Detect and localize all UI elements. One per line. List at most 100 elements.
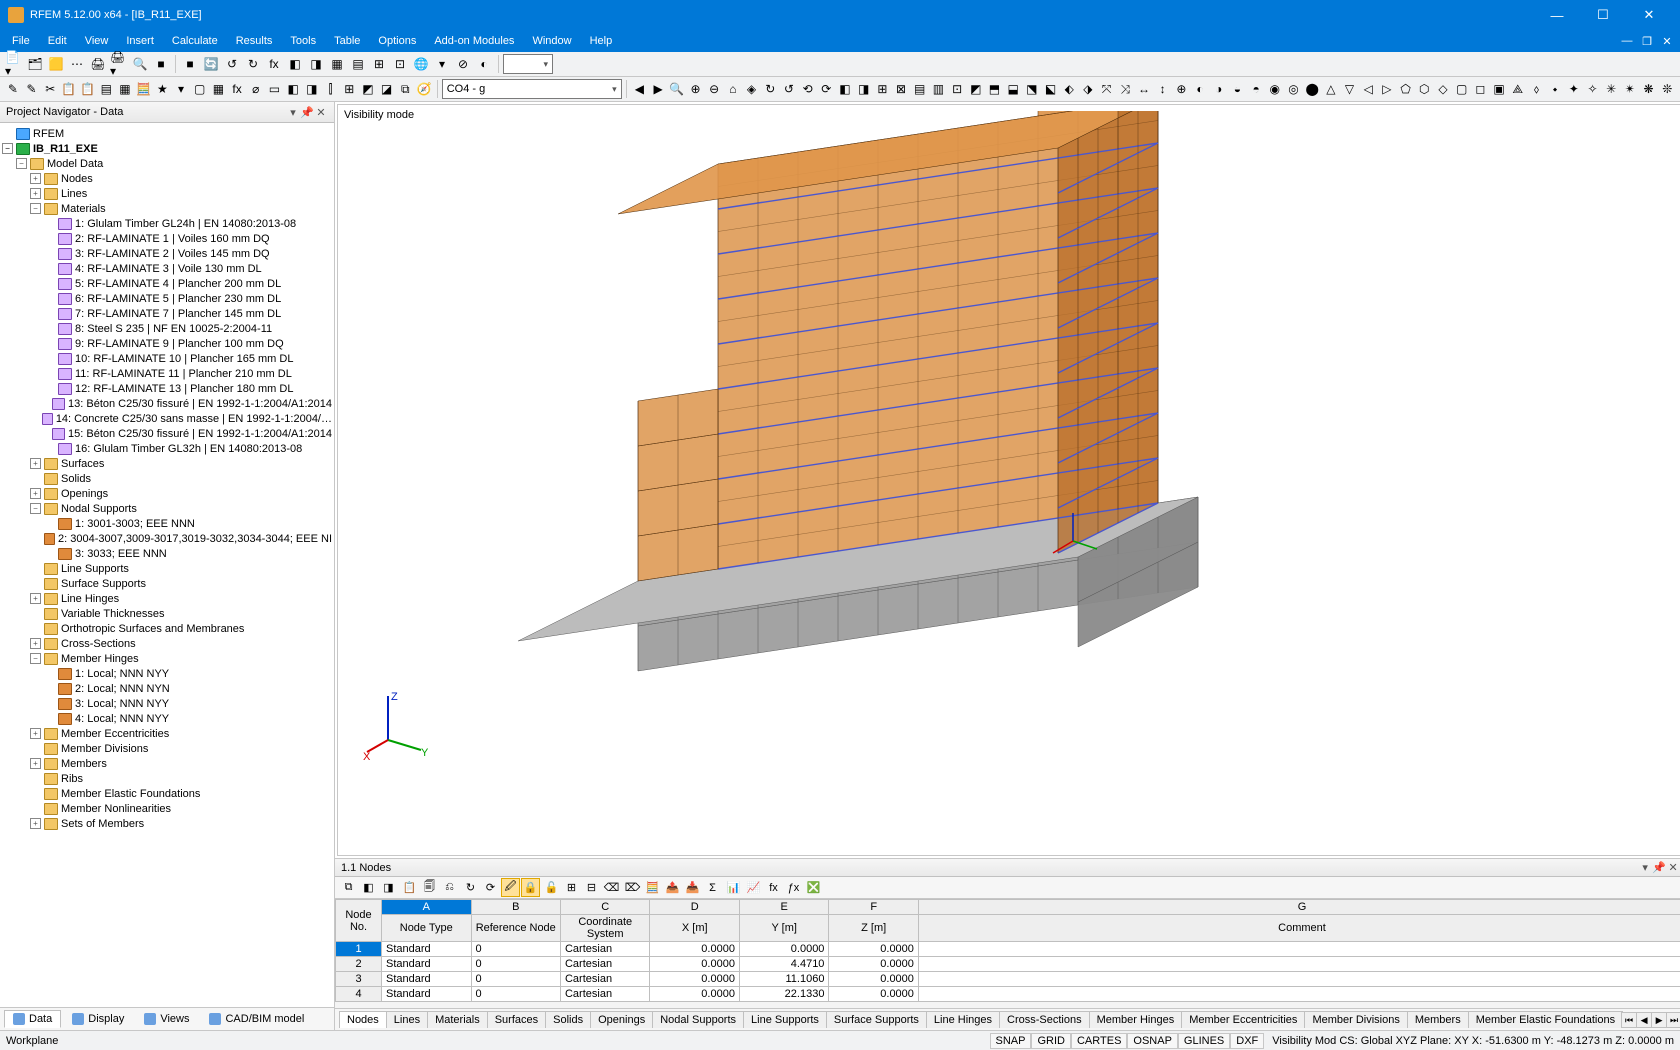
tb2l-btn-9[interactable]: ▾: [172, 79, 190, 99]
status-toggle-dxf[interactable]: DXF: [1230, 1033, 1264, 1049]
tb2l-btn-19[interactable]: ◩: [359, 79, 377, 99]
navigator-pin-icon[interactable]: 📌: [300, 106, 314, 119]
nav-tab-cad-bim-model[interactable]: CAD/BIM model: [200, 1010, 313, 1028]
tb1-btn-2[interactable]: 🟨: [46, 54, 66, 74]
tree-mem-hinge-2[interactable]: 2: Local; NNN NYN: [2, 681, 332, 696]
tb2r-btn-38[interactable]: ▽: [1341, 79, 1359, 99]
tb2r-btn-3[interactable]: ⊕: [687, 79, 705, 99]
tree-mem-ecc[interactable]: +Member Eccentricities: [2, 726, 332, 741]
tree-material-11[interactable]: 11: RF-LAMINATE 11 | Plancher 210 mm DL: [2, 366, 332, 381]
nav-tab-display[interactable]: Display: [63, 1010, 133, 1028]
tb2r-btn-19[interactable]: ⬒: [986, 79, 1004, 99]
tb2l-btn-12[interactable]: fx: [228, 79, 246, 99]
tb2l-btn-21[interactable]: ⧉: [396, 79, 414, 99]
menu-window[interactable]: Window: [524, 33, 579, 49]
tb2l-btn-4[interactable]: 📋: [79, 79, 97, 99]
tb2r-btn-29[interactable]: ⊕: [1173, 79, 1191, 99]
tree-mem-hinges[interactable]: −Member Hinges: [2, 651, 332, 666]
tree-line-hinges[interactable]: +Line Hinges: [2, 591, 332, 606]
menu-insert[interactable]: Insert: [118, 33, 162, 49]
tb2r-btn-17[interactable]: ⊡: [948, 79, 966, 99]
menu-calculate[interactable]: Calculate: [164, 33, 226, 49]
tb2r-btn-51[interactable]: ✧: [1584, 79, 1602, 99]
tb1-btn-6[interactable]: 🔍: [130, 54, 150, 74]
tb1b-btn-6[interactable]: ◨: [306, 54, 326, 74]
tb1b-btn-2[interactable]: ↺: [222, 54, 242, 74]
minimize-button[interactable]: —: [1534, 0, 1580, 30]
tree-cross[interactable]: +Cross-Sections: [2, 636, 332, 651]
table-tb-btn-14[interactable]: ⌦: [623, 878, 642, 897]
menu-add-on-modules[interactable]: Add-on Modules: [426, 33, 522, 49]
tb2r-btn-28[interactable]: ↕: [1154, 79, 1172, 99]
menu-help[interactable]: Help: [582, 33, 621, 49]
table-tb-btn-0[interactable]: ⧉: [339, 878, 358, 897]
tree-material-6[interactable]: 6: RF-LAMINATE 5 | Plancher 230 mm DL: [2, 291, 332, 306]
model-viewport[interactable]: Visibility mode Z Y X: [337, 104, 1680, 856]
navigator-tree[interactable]: RFEM−IB_R11_EXE−Model Data+Nodes+Lines−M…: [0, 123, 334, 1007]
table-close-icon[interactable]: ✕: [1666, 861, 1680, 874]
tb2r-btn-11[interactable]: ◧: [836, 79, 854, 99]
menu-tools[interactable]: Tools: [282, 33, 324, 49]
tree-material-8[interactable]: 8: Steel S 235 | NF EN 10025-2:2004-11: [2, 321, 332, 336]
tb2l-btn-20[interactable]: ◪: [378, 79, 396, 99]
tb2l-btn-2[interactable]: ✂: [41, 79, 59, 99]
tb2r-btn-9[interactable]: ⟲: [799, 79, 817, 99]
table-tb-btn-19[interactable]: 📊: [724, 878, 743, 897]
tree-nodes[interactable]: +Nodes: [2, 171, 332, 186]
nodes-grid[interactable]: NodeNo.ABCDEFGNode TypeReference NodeCoo…: [335, 899, 1680, 1008]
tb1b-btn-5[interactable]: ◧: [285, 54, 305, 74]
tree-material-16[interactable]: 16: Glulam Timber GL32h | EN 14080:2013-…: [2, 441, 332, 456]
tb2r-btn-40[interactable]: ▷: [1378, 79, 1396, 99]
table-tb-btn-2[interactable]: ◨: [379, 878, 398, 897]
tb2l-btn-22[interactable]: 🧭: [415, 79, 433, 99]
tb1-btn-5[interactable]: 🖨▾: [109, 54, 129, 74]
tb2r-btn-33[interactable]: ◓: [1247, 79, 1265, 99]
tb2r-btn-10[interactable]: ⟳: [817, 79, 835, 99]
main-tab-surfaces[interactable]: Surfaces: [487, 1011, 546, 1028]
close-button[interactable]: ✕: [1626, 0, 1672, 30]
tb2r-btn-26[interactable]: ⤨: [1116, 79, 1134, 99]
tb2r-btn-55[interactable]: ❊: [1658, 79, 1676, 99]
main-tab-member-divisions[interactable]: Member Divisions: [1304, 1011, 1407, 1028]
menu-results[interactable]: Results: [228, 33, 281, 49]
tb2r-btn-1[interactable]: ▶: [649, 79, 667, 99]
tb2r-btn-6[interactable]: ◈: [743, 79, 761, 99]
table-tb-btn-6[interactable]: ↻: [461, 878, 480, 897]
tree-mem-hinge-1[interactable]: 1: Local; NNN NYY: [2, 666, 332, 681]
tree-model-data[interactable]: −Model Data: [2, 156, 332, 171]
status-toggle-cartes[interactable]: CARTES: [1071, 1033, 1127, 1049]
menu-view[interactable]: View: [77, 33, 117, 49]
tree-material-13[interactable]: 13: Béton C25/30 fissuré | EN 1992-1-1:2…: [2, 396, 332, 411]
tb2r-btn-20[interactable]: ⬓: [1004, 79, 1022, 99]
tb1-btn-3[interactable]: ⋯: [67, 54, 87, 74]
tb2r-btn-54[interactable]: ❋: [1640, 79, 1658, 99]
tb2r-btn-18[interactable]: ◩: [967, 79, 985, 99]
tb2r-btn-30[interactable]: ◐: [1191, 79, 1209, 99]
table-tb-btn-10[interactable]: 🔓: [542, 878, 561, 897]
nav-tab-data[interactable]: Data: [4, 1010, 61, 1028]
tb2r-btn-53[interactable]: ✴: [1621, 79, 1639, 99]
table-tb-btn-4[interactable]: 🗐: [420, 878, 439, 897]
toolbar-combo-small[interactable]: [503, 54, 553, 74]
table-tb-btn-17[interactable]: 📥: [683, 878, 702, 897]
menu-table[interactable]: Table: [326, 33, 368, 49]
table-tb-btn-9[interactable]: 🔒: [521, 878, 540, 897]
tree-materials[interactable]: −Materials: [2, 201, 332, 216]
table-float-icon[interactable]: ▾: [1638, 861, 1652, 874]
tree-material-1[interactable]: 1: Glulam Timber GL24h | EN 14080:2013-0…: [2, 216, 332, 231]
tb2r-btn-50[interactable]: ✦: [1565, 79, 1583, 99]
tb2r-btn-25[interactable]: ⤧: [1098, 79, 1116, 99]
tree-ortho[interactable]: Orthotropic Surfaces and Membranes: [2, 621, 332, 636]
tb2r-btn-35[interactable]: ◎: [1285, 79, 1303, 99]
tree-surface-supports[interactable]: Surface Supports: [2, 576, 332, 591]
main-tab-cross-sections[interactable]: Cross-Sections: [999, 1011, 1090, 1028]
tb1b-btn-13[interactable]: ⊘: [453, 54, 473, 74]
tb2r-btn-44[interactable]: ▢: [1453, 79, 1471, 99]
tb2l-btn-18[interactable]: ⊞: [340, 79, 358, 99]
tb2r-btn-45[interactable]: ◻: [1472, 79, 1490, 99]
menu-file[interactable]: File: [4, 33, 38, 49]
tb2r-btn-43[interactable]: ◇: [1434, 79, 1452, 99]
table-tb-btn-11[interactable]: ⊞: [562, 878, 581, 897]
table-tb-btn-22[interactable]: ƒx: [784, 878, 803, 897]
main-tab-members[interactable]: Members: [1407, 1011, 1469, 1028]
